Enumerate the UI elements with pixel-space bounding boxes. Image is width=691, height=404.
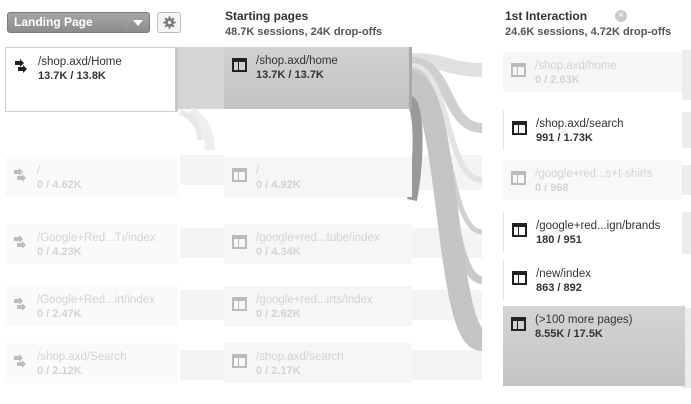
interaction-node-label: /google+red...s+t-shirts: [535, 168, 653, 180]
landing-node-label: /Google+Red...Tı/index: [37, 232, 156, 244]
arrow-right-icon: [14, 168, 26, 182]
landing-node[interactable]: /Google+Red...irt/index 0 / 2.47K: [5, 286, 178, 326]
landing-node-label: /shop.axd/Home: [38, 56, 122, 68]
page-layout-icon: [511, 63, 526, 77]
interaction-node[interactable]: /google+red...s+t-shirts 0 / 968: [503, 160, 682, 200]
page-layout-icon: [511, 317, 526, 331]
interaction-title: 1st Interaction: [505, 9, 588, 23]
starting-node[interactable]: / 0 / 4.92K: [224, 157, 412, 197]
landing-node-label: /Google+Red...irt/index: [37, 294, 155, 306]
starting-node-value: 0 / 4.34K: [256, 246, 301, 258]
interaction-node[interactable]: /google+red...ign/brands 180 / 951: [503, 212, 682, 252]
page-layout-icon: [232, 297, 247, 311]
interaction-node-value: 0 / 968: [535, 182, 569, 194]
interaction-node-value: 991 / 1.73K: [536, 132, 593, 144]
page-layout-icon: [512, 271, 527, 285]
starting-node-value: 0 / 2.62K: [256, 308, 301, 320]
close-icon[interactable]: ×: [615, 10, 627, 22]
interaction-node[interactable]: (>100 more pages) 8.55K / 17.5K: [503, 306, 685, 386]
interaction-node[interactable]: /new/index 863 / 892: [503, 260, 682, 300]
page-layout-icon: [232, 354, 247, 368]
starting-node-label: /google+red...irts/index: [256, 294, 373, 306]
page-layout-icon: [512, 121, 527, 135]
arrow-right-icon: [14, 297, 26, 311]
starting-node-label: /shop.axd/search: [256, 351, 344, 363]
landing-node[interactable]: /shop.axd/Home 13.7K / 13.8K: [5, 47, 178, 112]
page-layout-icon: [511, 171, 526, 185]
gear-icon: [162, 16, 176, 29]
interaction-node-value: 8.55K / 17.5K: [535, 328, 603, 340]
page-layout-icon: [232, 168, 247, 182]
arrow-right-icon: [14, 235, 26, 249]
interaction-node[interactable]: /shop.axd/home 0 / 2.63K: [503, 52, 682, 92]
starting-pages-summary: 48.7K sessions, 24K drop-offs: [225, 26, 383, 38]
interaction-node-value: 0 / 2.63K: [535, 74, 580, 86]
arrow-right-icon: [14, 354, 26, 368]
dimension-dropdown-label: Landing Page: [14, 15, 93, 29]
landing-node-value: 13.7K / 13.8K: [38, 70, 106, 82]
starting-node[interactable]: /shop.axd/search 0 / 2.17K: [224, 343, 412, 383]
interaction-node-label: /shop.axd/search: [536, 118, 624, 130]
interaction-summary: 24.6K sessions, 4.72K drop-offs: [505, 26, 672, 38]
landing-node[interactable]: /shop.axd/Search 0 / 2.12K: [5, 343, 178, 383]
settings-button[interactable]: [157, 12, 181, 33]
landing-node-label: /shop.axd/Search: [37, 351, 127, 363]
landing-node-value: 0 / 2.47K: [37, 308, 82, 320]
chevron-down-icon: [126, 13, 149, 32]
interaction-node-value: 863 / 892: [536, 282, 582, 294]
starting-pages-title: Starting pages: [225, 9, 309, 23]
page-layout-icon: [232, 58, 247, 72]
landing-node[interactable]: /Google+Red...Tı/index 0 / 4.23K: [5, 224, 178, 264]
flow-home-to-home: [178, 47, 226, 109]
landing-node-value: 0 / 4.23K: [37, 246, 82, 258]
landing-node-value: 0 / 4.62K: [37, 179, 82, 191]
page-layout-icon: [232, 235, 247, 249]
page-layout-icon: [512, 223, 527, 237]
interaction-node-label: /new/index: [536, 268, 591, 280]
arrow-right-icon: [15, 59, 27, 73]
starting-node-value: 0 / 4.92K: [256, 179, 301, 191]
starting-node-value: 13.7K / 13.7K: [256, 69, 324, 81]
landing-node-value: 0 / 2.12K: [37, 365, 82, 377]
starting-node-label: /google+red...tube/index: [256, 232, 380, 244]
starting-node[interactable]: /shop.axd/home 13.7K / 13.7K: [224, 47, 412, 109]
starting-node-value: 0 / 2.17K: [256, 365, 301, 377]
interaction-node-label: /google+red...ign/brands: [536, 220, 661, 232]
interaction-node-label: (>100 more pages): [535, 314, 633, 326]
dimension-dropdown[interactable]: Landing Page: [7, 12, 150, 33]
starting-node[interactable]: /google+red...tube/index 0 / 4.34K: [224, 224, 412, 264]
starting-node-label: /: [256, 165, 260, 177]
interaction-node-label: /shop.axd/home: [535, 60, 617, 72]
interaction-node[interactable]: /shop.axd/search 991 / 1.73K: [503, 110, 682, 150]
landing-node[interactable]: / 0 / 4.62K: [5, 157, 178, 197]
landing-node-label: /: [37, 165, 41, 177]
starting-node-label: /shop.axd/home: [256, 55, 338, 67]
interaction-node-value: 180 / 951: [536, 234, 582, 246]
starting-node[interactable]: /google+red...irts/index 0 / 2.62K: [224, 286, 412, 326]
